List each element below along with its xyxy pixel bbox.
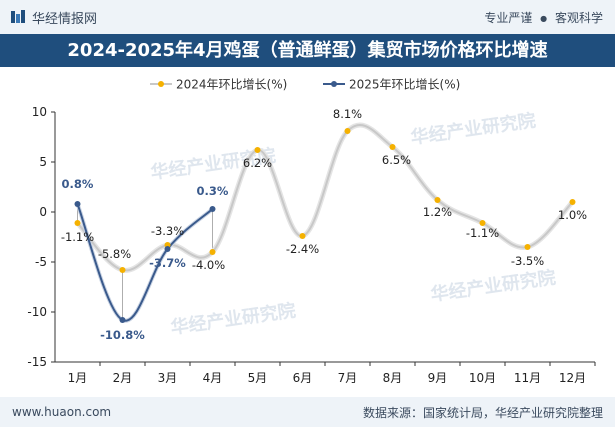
- y-tick-label: 0: [39, 205, 47, 219]
- series-2024-data-label: 6.5%: [382, 153, 411, 167]
- series-2024-halo: [75, 122, 575, 273]
- series-2024-point: [389, 144, 396, 150]
- series-2025-point: [74, 201, 81, 207]
- series-2024-data-label: -2.4%: [286, 242, 319, 256]
- brand[interactable]: 华经情报网: [10, 8, 97, 27]
- series-2025-data-label: -3.7%: [149, 256, 186, 270]
- x-tick-label: 8月: [383, 371, 403, 385]
- series-2025-point: [119, 317, 126, 323]
- x-tick-label: 5月: [248, 371, 268, 385]
- x-tick-label: 6月: [293, 371, 313, 385]
- tagline-left: 专业严谨: [484, 11, 533, 25]
- series-2024-line: [76, 124, 574, 272]
- series-2024-point: [299, 233, 306, 239]
- series-2024-data-label: -3.3%: [151, 224, 184, 238]
- tagline: 专业严谨 ● 客观科学: [484, 9, 603, 26]
- series-2024-data-label: -1.1%: [61, 230, 94, 244]
- x-tick-label: 3月: [158, 371, 178, 385]
- series-2025-data-label: 0.8%: [62, 177, 94, 191]
- series-2024-data-label: 8.1%: [333, 107, 362, 121]
- series-2024-data-label: -4.0%: [192, 258, 225, 272]
- chart-title: 2024-2025年4月鸡蛋（普通鲜蛋）集贸市场价格环比增速: [0, 34, 615, 67]
- header-bar: 华经情报网 专业严谨 ● 客观科学: [0, 0, 615, 34]
- series-2025-point: [209, 206, 216, 212]
- x-tick-label: 11月: [514, 371, 541, 385]
- series-2024-point: [434, 197, 441, 203]
- brand-name: 华经情报网: [32, 11, 98, 27]
- footer-url[interactable]: www.huaon.com: [12, 405, 112, 419]
- series-2024-data-label: 1.0%: [558, 208, 587, 222]
- x-tick-label: 1月: [68, 371, 88, 385]
- footer-source: 数据来源：国家统计局，华经产业研究院整理: [362, 405, 603, 420]
- y-tick-label: -5: [35, 255, 47, 269]
- series-2024-point: [479, 220, 486, 226]
- y-tick-label: -15: [27, 355, 47, 369]
- logo-icon: [11, 10, 25, 23]
- chart-legend: 2024年环比增长(%) 2025年环比增长(%): [150, 78, 460, 92]
- x-tick-label: 2月: [113, 371, 133, 385]
- series-2025-line: [76, 203, 214, 322]
- series-2024-point: [569, 199, 576, 205]
- series-2024-data-label: -5.8%: [98, 247, 131, 261]
- legend-swatch-marker: [331, 81, 337, 87]
- x-tick-label: 4月: [203, 371, 223, 385]
- y-tick-label: -10: [27, 305, 47, 319]
- series-2025-data-label: 0.3%: [197, 184, 229, 198]
- series-2024-point: [74, 220, 81, 226]
- footer-bar: www.huaon.com 数据来源：国家统计局，华经产业研究院整理: [0, 397, 615, 427]
- series-2024-point: [209, 249, 216, 255]
- series-2024-data-label: -1.1%: [466, 226, 499, 240]
- series-2025-data-label: -10.8%: [100, 328, 145, 342]
- x-tick-label: 7月: [338, 371, 358, 385]
- y-tick-label: 10: [32, 105, 47, 119]
- x-tick-label: 10月: [469, 371, 496, 385]
- legend-swatch-marker: [158, 81, 164, 87]
- x-tick-label: 12月: [559, 371, 586, 385]
- series-2025-point: [164, 246, 171, 252]
- series-2024-point: [254, 147, 261, 153]
- series-2024-data-label: -3.5%: [511, 254, 544, 268]
- series-2024-point: [344, 128, 351, 134]
- y-tick-label: 5: [39, 155, 47, 169]
- series-2024-data-label: 1.2%: [423, 205, 452, 219]
- legend-label: 2024年环比增长(%): [176, 78, 287, 92]
- series-2024-point: [524, 244, 531, 250]
- chart-plot: 10 5 0 -5 -10 -15 1月 2月 3月 4月 5月 6月 7月 8月 9月 10月 11月 12月 -…: [27, 105, 596, 385]
- series-2024-data-label: 6.2%: [243, 156, 272, 170]
- series-2024-point: [119, 267, 126, 273]
- legend-label: 2025年环比增长(%): [349, 78, 460, 92]
- tagline-separator-icon: ●: [540, 14, 548, 23]
- x-tick-label: 9月: [428, 371, 448, 385]
- tagline-right: 客观科学: [554, 11, 603, 25]
